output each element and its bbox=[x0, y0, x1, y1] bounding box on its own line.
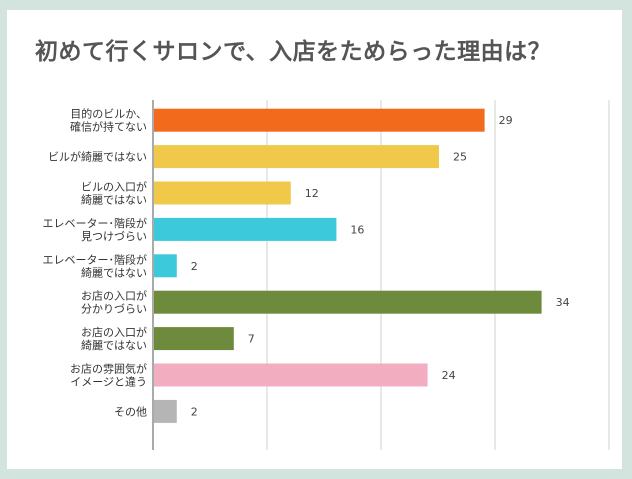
data-label: 16 bbox=[350, 223, 364, 236]
category-label: ビルの入口が bbox=[81, 180, 147, 194]
category-label: 見つけづらい bbox=[81, 230, 147, 243]
category-label: お店の入口が bbox=[81, 325, 147, 339]
bar bbox=[154, 181, 291, 205]
category-label: 綺麗ではない bbox=[81, 339, 147, 352]
category-label: 確信が持てない bbox=[70, 120, 147, 134]
category-label: エレベーター･階段が bbox=[43, 216, 148, 230]
category-label: お店の雰囲気が bbox=[70, 362, 147, 376]
data-label: 29 bbox=[499, 114, 513, 127]
bar bbox=[154, 217, 337, 241]
category-label: その他 bbox=[114, 405, 147, 418]
category-label: 分かりづらい bbox=[81, 303, 147, 316]
data-label: 12 bbox=[305, 187, 319, 200]
category-label: お店の入口が bbox=[81, 289, 147, 303]
data-label: 25 bbox=[453, 151, 467, 164]
category-label: エレベーター･階段が bbox=[43, 252, 148, 266]
bar bbox=[154, 363, 428, 387]
data-label: 24 bbox=[442, 369, 456, 382]
data-label: 2 bbox=[191, 260, 198, 273]
bar bbox=[154, 290, 542, 314]
category-label: 綺麗ではない bbox=[81, 194, 147, 207]
category-label: イメージと違う bbox=[70, 376, 147, 389]
bar bbox=[154, 399, 177, 423]
bar bbox=[154, 254, 177, 278]
data-label: 34 bbox=[556, 296, 570, 309]
bar bbox=[154, 327, 234, 351]
category-label: 綺麗ではない bbox=[81, 266, 147, 279]
bar bbox=[154, 145, 439, 169]
category-label: ビルが綺麗ではない bbox=[48, 150, 147, 164]
data-label: 7 bbox=[248, 333, 255, 346]
data-label: 2 bbox=[191, 405, 198, 418]
chart-title: 初めて行くサロンで、入店をためらった理由は？ bbox=[35, 39, 552, 65]
bar bbox=[154, 108, 485, 132]
category-label: 目的のビルか、 bbox=[70, 107, 147, 121]
